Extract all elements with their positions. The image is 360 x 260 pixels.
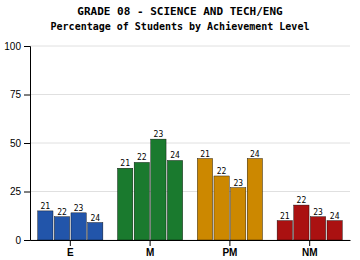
chart-container: GRADE 08 - SCIENCE AND TECH/ENG Percentag…: [0, 0, 360, 260]
bar: [134, 162, 149, 240]
bar-label: 22: [297, 196, 307, 205]
bar-label: 21: [41, 202, 51, 211]
bar-labels: 21 21 21 21 22 22 22 22 23 23 23 23 24 24 24 24: [41, 130, 340, 222]
bar-label: 22: [217, 167, 227, 176]
y-tick-label: 50: [10, 138, 22, 149]
grid-line: [30, 94, 350, 95]
x-axis: E M PM NM: [31, 240, 351, 258]
title: GRADE 08 - SCIENCE AND TECH/ENG: [77, 5, 283, 18]
y-tick-mark: [24, 192, 30, 193]
bar-label: 23: [233, 179, 243, 188]
bar: [294, 205, 309, 240]
x-tick-mark: [229, 240, 230, 246]
y-tick-mark: [24, 95, 30, 96]
bar-label: 24: [250, 150, 260, 159]
y-tick-label: 25: [10, 186, 22, 197]
x-tick-label: E: [67, 247, 74, 258]
x-tick-mark: [70, 240, 71, 246]
bar: [327, 221, 342, 240]
bar: [167, 160, 182, 240]
bar-label: 23: [74, 204, 84, 213]
x-tick-mark: [150, 240, 151, 246]
bar-label: 21: [200, 150, 210, 159]
x-tick-label: PM: [222, 247, 237, 258]
bar: [151, 139, 166, 240]
bar: [214, 176, 229, 240]
bar: [71, 213, 86, 240]
bar-label: 23: [154, 130, 164, 139]
x-tick-mark: [309, 240, 310, 246]
grid-line: [30, 191, 350, 192]
bar-label: 21: [120, 159, 130, 168]
y-tick: 0: [15, 235, 30, 246]
x-axis-line: [31, 240, 351, 241]
bar: [88, 223, 103, 240]
x-tick-label: NM: [302, 247, 318, 258]
x-tick: NM: [302, 240, 318, 258]
subtitle: Percentage of Students by Achievement Le…: [51, 21, 310, 32]
y-tick-label: 0: [15, 235, 21, 246]
bar: [247, 159, 262, 240]
y-tick-label: 75: [10, 89, 22, 100]
bar: [231, 188, 246, 240]
bar-label: 24: [170, 151, 180, 160]
bar: [118, 168, 133, 240]
grid: [30, 46, 350, 240]
bar: [310, 217, 325, 240]
bar-label: 24: [330, 212, 340, 221]
y-tick-mark: [24, 46, 30, 47]
bar: [277, 221, 292, 240]
x-tick: E: [67, 240, 74, 258]
y-tick-mark: [24, 240, 30, 241]
y-axis-line: [24, 47, 31, 241]
y-tick: 50: [10, 138, 30, 149]
bar-label: 22: [57, 208, 67, 217]
bar: [197, 159, 212, 240]
bar-label: 22: [137, 153, 147, 162]
x-tick: M: [146, 240, 154, 258]
y-tick: 25: [10, 186, 30, 197]
chart-svg: GRADE 08 - SCIENCE AND TECH/ENG Percentag…: [0, 0, 360, 260]
grid-line: [30, 143, 350, 144]
y-axis: 0 25 50 75 100: [4, 41, 30, 246]
bars: [38, 139, 343, 240]
x-tick-label: M: [146, 247, 154, 258]
bar: [54, 217, 69, 240]
grid-line: [30, 46, 350, 47]
y-tick: 100: [4, 41, 30, 52]
y-tick: 75: [10, 89, 30, 100]
x-tick: PM: [222, 240, 237, 258]
bar-label: 21: [280, 212, 290, 221]
y-tick-mark: [24, 143, 30, 144]
bar-label: 23: [313, 208, 323, 217]
y-tick-label: 100: [4, 41, 21, 52]
bar: [38, 211, 53, 240]
bar-label: 24: [90, 214, 100, 223]
